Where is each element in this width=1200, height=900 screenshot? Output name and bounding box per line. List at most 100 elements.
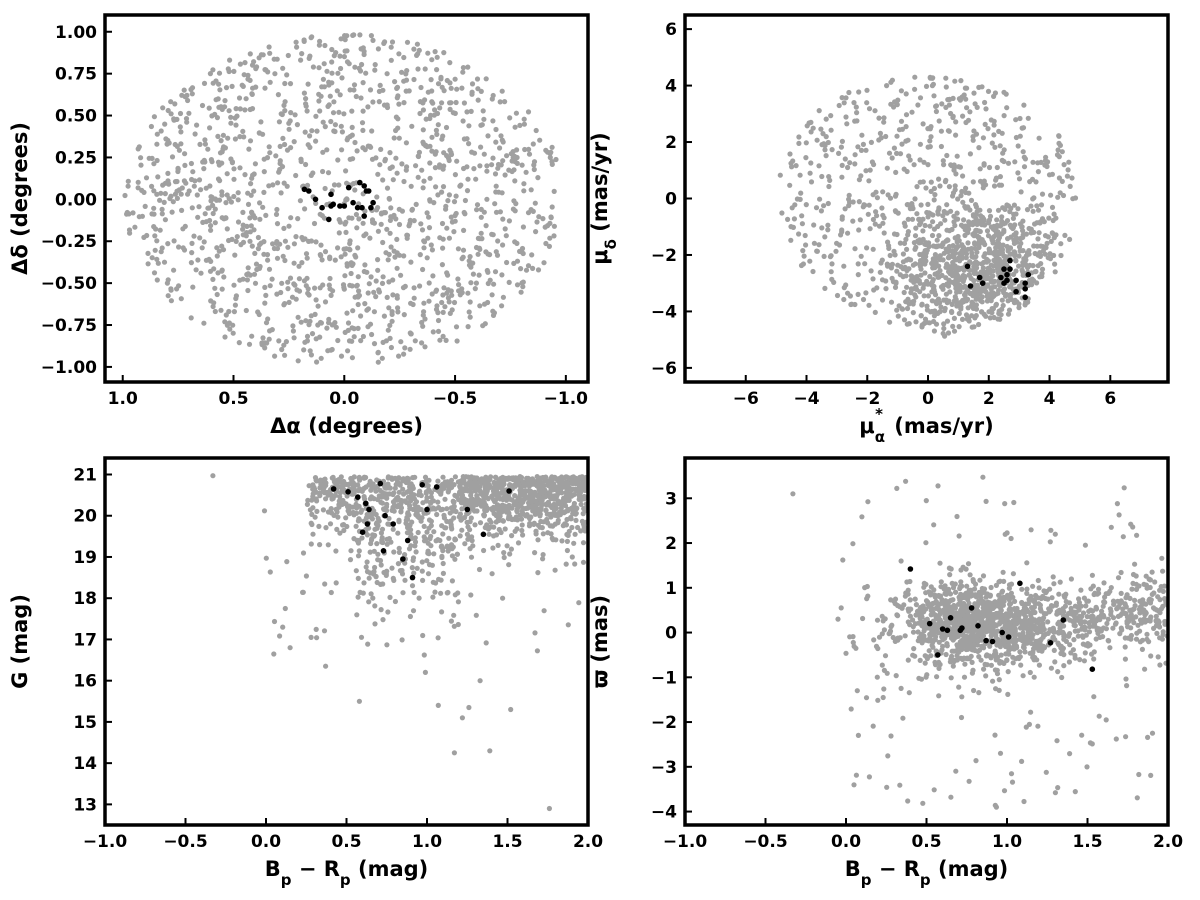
- field-point: [383, 504, 390, 510]
- field-point: [408, 527, 414, 533]
- field-point: [428, 500, 434, 506]
- field-point: [125, 183, 131, 189]
- field-point: [971, 233, 977, 239]
- field-point: [469, 91, 475, 97]
- field-point: [399, 161, 405, 167]
- field-point: [260, 131, 266, 137]
- field-point: [242, 172, 248, 178]
- field-point: [808, 129, 814, 135]
- field-point: [343, 501, 349, 507]
- field-point: [291, 335, 297, 341]
- field-point: [973, 313, 979, 319]
- field-point: [913, 319, 919, 325]
- field-point: [446, 157, 452, 164]
- field-point: [313, 138, 319, 144]
- field-point: [293, 39, 299, 45]
- field-point: [448, 477, 455, 483]
- field-point: [255, 246, 261, 252]
- field-point: [369, 485, 375, 491]
- field-point: [912, 621, 919, 627]
- field-point: [149, 183, 155, 189]
- field-point: [458, 517, 464, 523]
- field-point: [445, 548, 451, 554]
- field-point: [300, 237, 306, 243]
- field-point: [483, 640, 489, 646]
- field-point: [194, 122, 200, 128]
- field-point: [1017, 133, 1023, 139]
- field-point: [1039, 191, 1046, 197]
- field-point: [910, 310, 916, 316]
- field-point: [174, 286, 180, 292]
- field-point: [262, 67, 268, 73]
- field-point: [930, 277, 936, 283]
- field-point: [430, 505, 436, 511]
- field-point: [856, 227, 862, 233]
- member-point: [377, 480, 384, 487]
- field-point: [257, 216, 263, 222]
- field-point: [1052, 261, 1058, 267]
- field-point: [390, 575, 396, 582]
- field-point: [993, 177, 999, 183]
- field-point: [351, 474, 357, 480]
- field-point: [446, 235, 452, 241]
- field-point: [374, 520, 380, 526]
- field-point: [932, 292, 939, 298]
- y-axis-label: Δδ (degrees): [8, 122, 32, 275]
- field-point: [474, 493, 480, 499]
- field-point: [183, 180, 189, 186]
- field-point: [252, 215, 258, 221]
- field-point: [126, 211, 132, 217]
- field-point: [777, 172, 783, 178]
- field-point: [356, 548, 362, 554]
- field-point: [883, 133, 889, 140]
- x-tick-label: 2.0: [573, 832, 603, 852]
- x-tick-label: 1.0: [412, 832, 442, 852]
- field-point: [473, 612, 479, 618]
- field-point: [207, 125, 213, 131]
- field-point: [426, 280, 432, 286]
- field-point: [267, 79, 273, 85]
- field-point: [1058, 241, 1064, 247]
- field-point: [427, 197, 433, 203]
- field-point: [986, 164, 993, 171]
- field-point: [350, 32, 356, 39]
- field-point: [905, 137, 911, 143]
- field-point: [190, 169, 196, 175]
- field-point: [242, 60, 248, 66]
- field-point: [1000, 302, 1006, 309]
- field-point: [930, 219, 936, 225]
- field-point: [404, 39, 411, 45]
- field-point: [396, 252, 403, 258]
- field-point: [924, 303, 930, 309]
- field-point: [953, 171, 959, 177]
- field-point: [842, 206, 848, 212]
- field-point: [810, 268, 816, 275]
- field-point: [445, 198, 451, 204]
- field-point: [989, 140, 995, 146]
- field-point: [466, 535, 472, 541]
- field-point: [541, 260, 547, 266]
- field-point: [1032, 269, 1038, 275]
- member-point: [312, 196, 319, 203]
- field-point: [556, 489, 562, 495]
- field-point: [910, 286, 916, 292]
- field-point: [355, 575, 361, 582]
- field-point: [485, 526, 491, 532]
- field-point: [909, 201, 915, 207]
- field-point: [307, 318, 313, 324]
- field-point: [194, 192, 200, 198]
- field-point: [858, 147, 865, 153]
- y-tick-label: 17: [73, 630, 97, 650]
- field-point: [393, 216, 399, 222]
- field-point: [573, 517, 579, 524]
- field-point: [965, 240, 971, 246]
- field-point: [326, 79, 332, 85]
- field-point: [380, 177, 386, 183]
- field-point: [349, 124, 355, 130]
- field-point: [938, 579, 944, 585]
- field-point: [437, 162, 443, 168]
- field-point: [320, 487, 326, 494]
- field-point: [500, 216, 506, 222]
- field-point: [951, 213, 957, 219]
- field-point: [160, 182, 166, 188]
